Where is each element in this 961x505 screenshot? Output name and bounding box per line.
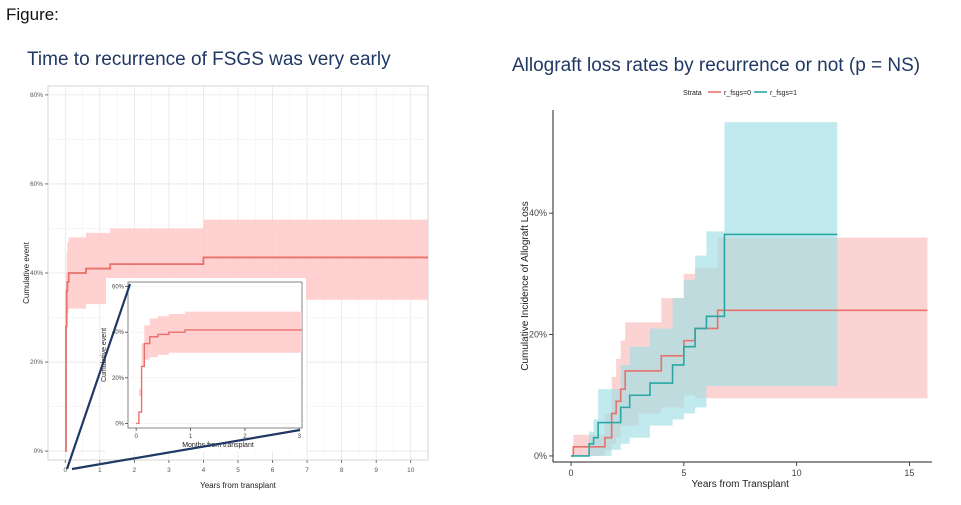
inset-event-line (136, 329, 302, 425)
y-tick-label: 40% (529, 208, 547, 218)
legend-label: r_fsgs=1 (770, 90, 797, 97)
y-axis-label: Cumulative event (22, 241, 31, 304)
inset-y-tick-label: 0% (115, 421, 124, 427)
x-tick-label: 7 (305, 467, 309, 474)
inset-y-tick-label: 40% (112, 330, 125, 336)
x-tick-label: 0 (63, 467, 67, 474)
x-tick-label: 3 (167, 467, 171, 474)
legend: Strata r_fsgs=0 r_fsgs=1 (683, 90, 797, 97)
x-axis-label: Years from transplant (200, 481, 277, 490)
y-tick-label: 0% (534, 451, 547, 461)
x-tick-label: 0 (569, 468, 574, 478)
y-tick-label: 40% (30, 270, 43, 277)
right-chart: 0 5 10 15 0% 20% 40% Years from Transplant Cumul… (520, 90, 932, 490)
x-axis-label: Years from Transplant (692, 479, 790, 490)
x-tick-label: 10 (792, 468, 802, 478)
x-tick-label: 6 (271, 467, 275, 474)
inset-x-tick-label: 3 (298, 434, 302, 440)
inset-y-tick-label: 60% (112, 285, 125, 291)
x-tick-label: 9 (374, 467, 378, 474)
y-tick-label: 20% (529, 330, 547, 340)
x-tick-label: 5 (681, 468, 686, 478)
confidence-band-r-fsgs-1 (571, 122, 838, 456)
left-chart-title: Time to recurrence of FSGS was very earl… (27, 49, 391, 70)
incidence-line-r-fsgs-1 (571, 233, 838, 457)
inset-y-tick-label: 20% (112, 376, 125, 382)
legend-label: r_fsgs=0 (724, 90, 751, 97)
page-label: Figure: (6, 5, 59, 24)
zoom-line-lower (71, 428, 301, 471)
zoom-line-upper (65, 283, 132, 470)
inset-x-axis-label: Months from transplant (182, 442, 254, 449)
x-tick-label: 1 (98, 467, 102, 474)
confidence-band (65, 219, 428, 452)
inset-chart: 0 1 2 3 0% 20% 40% 60% Months from transplant Cum… (101, 278, 306, 452)
inset-x-tick-label: 0 (134, 434, 138, 440)
x-tick-label: 2 (133, 467, 137, 474)
legend-title: Strata (683, 90, 702, 97)
y-tick-label: 0% (34, 448, 44, 455)
y-tick-label: 60% (30, 181, 43, 188)
inset-zoom-lines (65, 283, 301, 471)
x-tick-label: 15 (904, 468, 914, 478)
y-axis-label: Cumulative Incidence of Allograft Loss (520, 201, 531, 371)
x-tick-label: 8 (340, 467, 344, 474)
x-tick-label: 5 (236, 467, 240, 474)
y-tick-label: 80% (30, 92, 43, 99)
inset-y-axis-label: Cumulative event (101, 328, 108, 382)
right-chart-title: Allograft loss rates by recurrence or no… (512, 55, 921, 76)
x-tick-label: 10 (407, 467, 415, 474)
cumulative-event-line (65, 256, 428, 452)
inset-x-tick-label: 1 (189, 434, 193, 440)
x-tick-label: 4 (202, 467, 206, 474)
inset-confidence-band (136, 311, 302, 424)
inset-x-tick-label: 2 (243, 434, 247, 440)
y-tick-label: 20% (30, 359, 43, 366)
